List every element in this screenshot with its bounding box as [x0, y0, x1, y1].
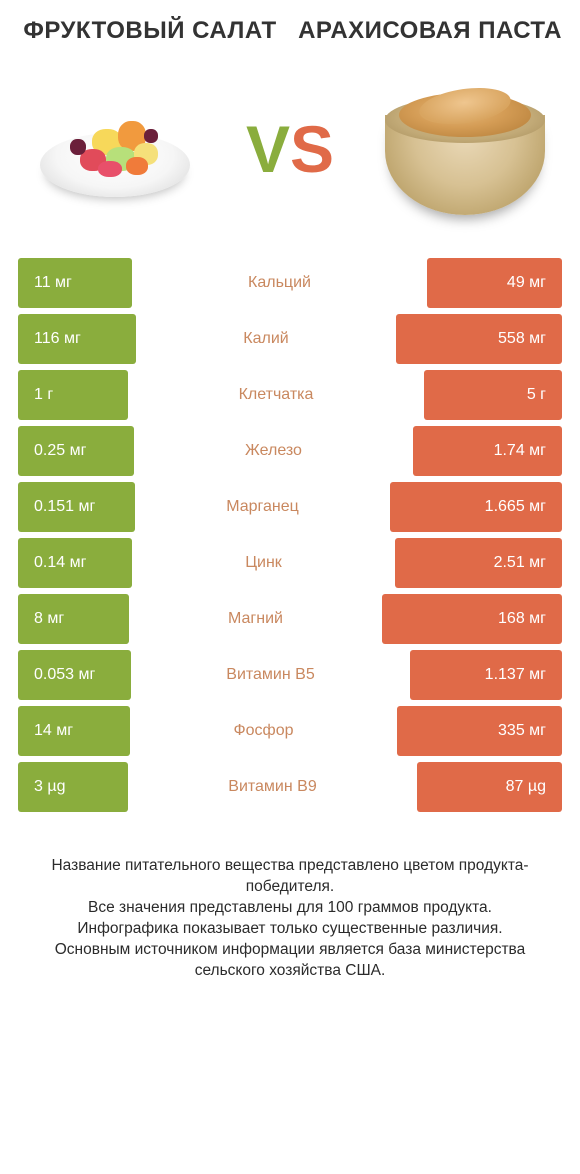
left-product-title: ФРУКТОВЫЙ САЛАТ: [10, 18, 290, 44]
nutrient-label: Калий: [136, 314, 396, 364]
nutrient-label: Клетчатка: [128, 370, 424, 420]
footer-notes: Название питательного вещества представл…: [0, 812, 580, 982]
vs-s: S: [290, 111, 334, 187]
table-row: 0.151 мгМарганец1.665 мг: [18, 482, 562, 532]
right-product-title: АРАХИСОВАЯ ПАСТА: [290, 18, 570, 44]
footer-line: Инфографика показывает только существенн…: [24, 919, 556, 940]
fruit-piece: [98, 161, 122, 177]
nutrient-label: Марганец: [135, 482, 390, 532]
image-row: VS: [0, 44, 580, 258]
vs-v: V: [246, 111, 290, 187]
nutrient-label: Кальций: [132, 258, 427, 308]
right-value: 49 мг: [427, 258, 562, 308]
right-product-image: [380, 74, 550, 224]
right-value: 5 г: [424, 370, 562, 420]
left-value: 0.053 мг: [18, 650, 131, 700]
table-row: 11 мгКальций49 мг: [18, 258, 562, 308]
table-row: 8 мгМагний168 мг: [18, 594, 562, 644]
nutrient-label: Витамин B5: [131, 650, 410, 700]
left-value: 11 мг: [18, 258, 132, 308]
table-row: 0.14 мгЦинк2.51 мг: [18, 538, 562, 588]
left-value: 116 мг: [18, 314, 136, 364]
left-value: 0.25 мг: [18, 426, 134, 476]
footer-line: Все значения представлены для 100 граммо…: [24, 898, 556, 919]
right-value: 2.51 мг: [395, 538, 562, 588]
right-value: 558 мг: [396, 314, 562, 364]
right-value: 87 µg: [417, 762, 562, 812]
nutrient-label: Магний: [129, 594, 382, 644]
peanut-butter-icon: [385, 79, 545, 219]
left-value: 0.151 мг: [18, 482, 135, 532]
fruit-piece: [126, 157, 148, 175]
footer-line: Основным источником информации является …: [24, 940, 556, 982]
header: ФРУКТОВЫЙ САЛАТ АРАХИСОВАЯ ПАСТА: [0, 0, 580, 44]
fruit-salad-icon: [40, 99, 190, 199]
right-value: 1.74 мг: [413, 426, 562, 476]
table-row: 1 гКлетчатка5 г: [18, 370, 562, 420]
left-value: 14 мг: [18, 706, 130, 756]
nutrient-label: Железо: [134, 426, 413, 476]
left-value: 3 µg: [18, 762, 128, 812]
left-value: 1 г: [18, 370, 128, 420]
right-value: 1.665 мг: [390, 482, 562, 532]
left-value: 8 мг: [18, 594, 129, 644]
table-row: 0.053 мгВитамин B51.137 мг: [18, 650, 562, 700]
table-row: 0.25 мгЖелезо1.74 мг: [18, 426, 562, 476]
table-row: 116 мгКалий558 мг: [18, 314, 562, 364]
nutrient-label: Фосфор: [130, 706, 397, 756]
nutrient-label: Цинк: [132, 538, 395, 588]
nutrient-label: Витамин B9: [128, 762, 417, 812]
comparison-table: 11 мгКальций49 мг 116 мгКалий558 мг 1 гКле…: [0, 258, 580, 812]
vs-label: VS: [246, 111, 334, 187]
left-product-image: [30, 74, 200, 224]
right-value: 335 мг: [397, 706, 562, 756]
right-value: 1.137 мг: [410, 650, 562, 700]
table-row: 3 µgВитамин B987 µg: [18, 762, 562, 812]
right-value: 168 мг: [382, 594, 562, 644]
left-value: 0.14 мг: [18, 538, 132, 588]
footer-line: Название питательного вещества представл…: [24, 856, 556, 898]
fruit-piece: [70, 139, 86, 155]
fruit-piece: [144, 129, 158, 143]
table-row: 14 мгФосфор335 мг: [18, 706, 562, 756]
